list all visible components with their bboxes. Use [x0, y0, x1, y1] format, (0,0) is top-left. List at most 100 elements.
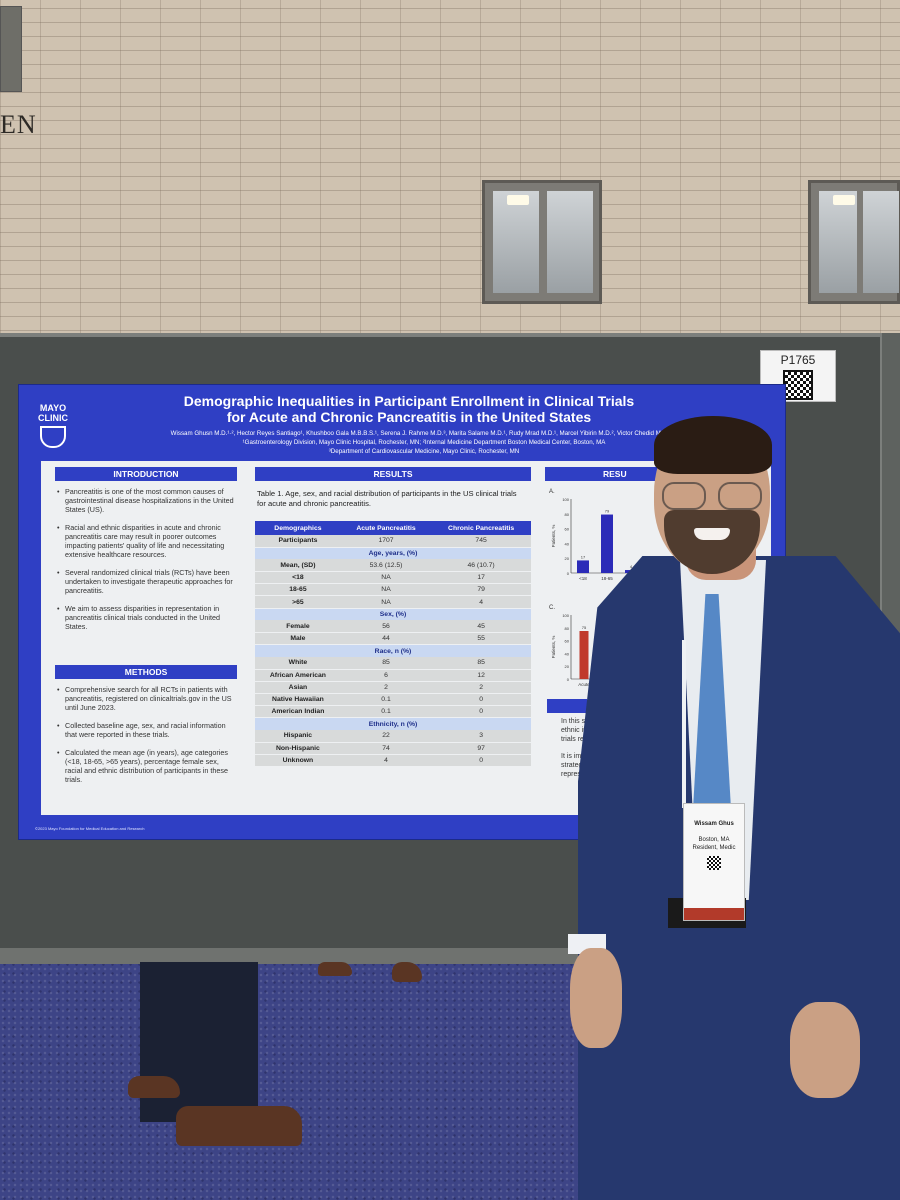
table-cell: Age, years, (%): [255, 547, 531, 560]
y-tick-label: 0: [567, 571, 570, 576]
presenter-right-hand: [790, 1002, 860, 1098]
table-cell: 0: [431, 754, 531, 768]
table-cell: 44: [340, 632, 432, 646]
table-cell: 85: [340, 656, 432, 670]
list-item: Pancreatitis is one of the most common c…: [55, 487, 237, 514]
table-row: Non-Hispanic 74 97: [255, 742, 531, 755]
table-cell: 45: [431, 620, 531, 634]
poster-title: Demographic Inequalities in Participant …: [183, 393, 635, 425]
table-cell: 4: [340, 754, 432, 768]
presenter-smile: [694, 528, 730, 540]
table-cell: Unknown: [255, 754, 341, 768]
name-badge: Wissam Ghus Boston, MA Resident, Medic: [683, 803, 745, 921]
y-tick-label: 60: [565, 527, 570, 532]
shoe: [176, 1106, 302, 1146]
table-row: >65 NA 4: [255, 595, 531, 609]
qr-code-icon: [783, 370, 813, 400]
data-label: 4: [630, 564, 633, 569]
table-row: Native Hawaiian 0.1 0: [255, 693, 531, 707]
table-header-cell: Chronic Pancreatitis: [431, 521, 531, 535]
table-cell: 0.1: [340, 693, 432, 707]
methods-heading: METHODS: [55, 665, 237, 679]
y-tick-label: 0: [567, 677, 570, 682]
table-cell: Non-Hispanic: [255, 742, 341, 755]
shoe: [128, 1076, 180, 1098]
list-item: Racial and ethnic disparities in acute a…: [55, 523, 237, 559]
table-row: Female 56 45: [255, 620, 531, 634]
table-row: <18 NA 17: [255, 571, 531, 585]
table-cell: 46 (10.7): [431, 559, 531, 573]
y-tick-label: 20: [565, 556, 570, 561]
introduction-heading: INTRODUCTION: [55, 467, 237, 481]
table-row: African American 6 12: [255, 669, 531, 682]
table-row: White 85 85: [255, 656, 531, 670]
results-heading: RESULTS: [255, 467, 531, 481]
table-row: Unknown 4 0: [255, 754, 531, 768]
data-label: 75: [582, 625, 587, 630]
y-axis-label: Patients, %: [551, 636, 556, 659]
y-tick-label: 60: [565, 639, 570, 644]
chart-bar: [577, 560, 589, 573]
table-cell: Male: [255, 632, 341, 646]
table-section-row: Race, n (%): [255, 644, 531, 657]
window-left: [482, 180, 602, 304]
shoe: [318, 962, 352, 976]
y-tick-label: 80: [565, 512, 570, 517]
table-cell: 12: [431, 669, 531, 682]
wall-letters: EN: [0, 110, 37, 139]
table-cell: 17: [431, 571, 531, 585]
table-cell: 97: [431, 742, 531, 755]
table-row: Asian 2 2: [255, 681, 531, 694]
brick-wall: EN: [0, 0, 900, 345]
shoe: [392, 962, 422, 982]
chart-bar: [579, 631, 589, 679]
list-item: Collected baseline age, sex, and racial …: [55, 721, 237, 739]
table-cell: Participants: [255, 535, 341, 548]
table-cell: 85: [431, 656, 531, 670]
table-cell: 22: [340, 730, 432, 743]
table-cell: <18: [255, 571, 341, 585]
table-cell: 6: [340, 669, 432, 682]
table-cell: Native Hawaiian: [255, 693, 341, 707]
conclusion-text: In this st ethnic in trials rep It is im…: [561, 718, 588, 778]
list-item: We aim to assess disparities in represen…: [55, 604, 237, 631]
x-tick-label: <18: [579, 576, 587, 581]
table-row: Hispanic 22 3: [255, 730, 531, 743]
y-tick-label: 100: [562, 497, 569, 502]
table-caption: Table 1. Age, sex, and racial distributi…: [257, 489, 517, 508]
table-cell: White: [255, 656, 341, 670]
demographics-table: Demographics Acute Pancreatitis Chronic Pa…: [255, 521, 531, 768]
table-cell: >65: [255, 595, 341, 609]
table-row: 18-65 NA 79: [255, 583, 531, 597]
table-header-cell: Acute Pancreatitis: [340, 521, 432, 535]
table-row: American Indian 0.1 0: [255, 705, 531, 719]
board-number-tag: P1765: [760, 350, 836, 402]
x-tick-label: Acute: [578, 682, 590, 687]
table-cell: 0.1: [340, 705, 432, 719]
table-cell: Sex, (%): [255, 608, 531, 621]
table-cell: 2: [431, 681, 531, 694]
mayo-clinic-logo: MAYO CLINIC: [29, 403, 77, 448]
table-cell: Hispanic: [255, 730, 341, 743]
y-tick-label: 100: [562, 613, 569, 618]
wall-sign: [0, 6, 22, 92]
table-cell: Female: [255, 620, 341, 634]
lanyard: [682, 640, 686, 808]
poster-copyright: ©2023 Mayo Foundation for Medical Educat…: [35, 826, 145, 831]
window-right: [808, 180, 900, 304]
conclusion-heading: [547, 699, 587, 713]
table-cell: NA: [340, 583, 432, 597]
table-cell: NA: [340, 595, 432, 609]
table-cell: 2: [340, 681, 432, 694]
table-cell: 18-65: [255, 583, 341, 597]
qr-code-icon: [707, 856, 721, 870]
eyeglasses-icon: [660, 482, 764, 512]
y-tick-label: 20: [565, 664, 570, 669]
table-section-row: Sex, (%): [255, 608, 531, 621]
y-tick-label: 80: [565, 626, 570, 631]
chart-panel-label: C.: [549, 605, 555, 611]
data-label: 17: [581, 554, 586, 559]
table-cell: 0: [431, 693, 531, 707]
table-row: Mean, (SD) 53.6 (12.5) 46 (10.7): [255, 559, 531, 573]
introduction-list: Pancreatitis is one of the most common c…: [55, 487, 237, 640]
